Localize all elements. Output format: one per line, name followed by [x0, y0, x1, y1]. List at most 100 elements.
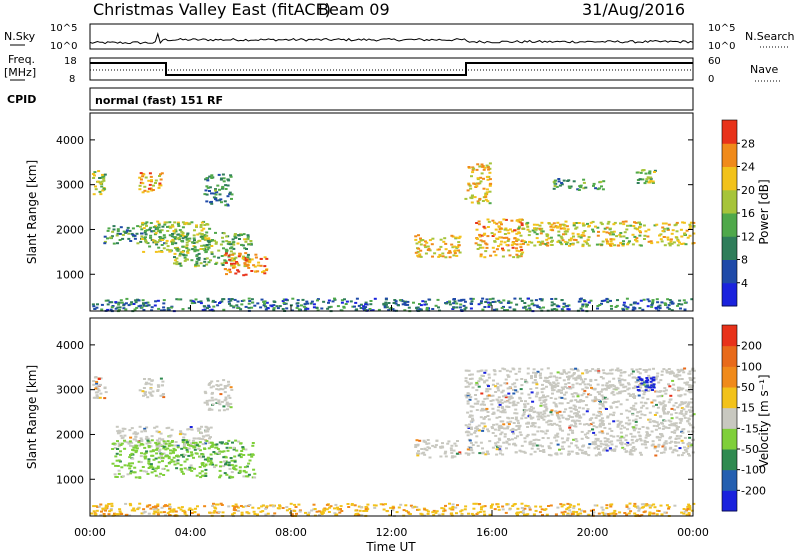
heatmap-cell	[227, 505, 231, 508]
heatmap-cell	[645, 426, 649, 429]
heatmap-cell	[493, 508, 497, 511]
heatmap-cell	[636, 389, 640, 391]
heatmap-cell	[195, 474, 199, 477]
heatmap-cell	[636, 385, 640, 388]
heatmap-cell	[214, 231, 217, 234]
heatmap-cell	[686, 505, 690, 508]
heatmap-cell	[491, 407, 495, 410]
heatmap-cell	[446, 442, 450, 445]
heatmap-cell	[554, 383, 558, 386]
heatmap-cell	[640, 443, 644, 446]
heatmap-cell	[619, 403, 623, 406]
heatmap-cell	[612, 393, 616, 396]
heatmap-cell	[218, 469, 222, 472]
heatmap-cell	[657, 305, 660, 308]
heatmap-cell	[608, 422, 611, 425]
heatmap-cell	[657, 443, 661, 446]
heatmap-cell	[216, 304, 220, 307]
heatmap-cell	[262, 504, 265, 507]
heatmap-cell	[667, 506, 671, 508]
heatmap-cell	[214, 242, 218, 245]
heatmap-cell	[515, 240, 519, 242]
heatmap-cell	[368, 308, 372, 310]
heatmap-cell	[535, 223, 539, 226]
heatmap-cell	[172, 456, 176, 459]
heatmap-cell	[136, 508, 140, 511]
velocity-colorbar-label: Velocity [m s⁻¹]	[757, 374, 771, 467]
heatmap-cell	[512, 388, 515, 391]
heatmap-cell	[594, 379, 598, 381]
heatmap-cell	[592, 431, 596, 434]
heatmap-cell	[426, 446, 430, 449]
heatmap-cell	[670, 440, 673, 443]
heatmap-cell	[644, 436, 648, 439]
heatmap-cell	[610, 372, 614, 375]
heatmap-cell	[135, 232, 139, 235]
heatmap-cell	[633, 512, 637, 515]
heatmap-cell	[139, 455, 143, 458]
heatmap-cell	[171, 510, 175, 513]
heatmap-cell	[179, 264, 183, 267]
heatmap-cell	[595, 243, 599, 246]
heatmap-cell	[468, 448, 472, 451]
heatmap-cell	[659, 504, 663, 507]
heatmap-cell	[195, 260, 199, 263]
heatmap-cell	[218, 450, 222, 453]
heatmap-cell	[660, 370, 664, 373]
heatmap-cell	[159, 394, 163, 397]
heatmap-cell	[475, 425, 479, 428]
heatmap-cell	[684, 401, 688, 404]
heatmap-cell	[533, 227, 536, 230]
heatmap-cell	[183, 467, 187, 470]
heatmap-cell	[469, 426, 473, 429]
heatmap-cell	[458, 451, 462, 454]
heatmap-cell	[500, 391, 504, 394]
heatmap-cell	[671, 451, 675, 454]
heatmap-cell	[448, 303, 452, 306]
heatmap-cell	[478, 233, 482, 236]
heatmap-cell	[688, 506, 692, 509]
heatmap-cell	[470, 414, 474, 417]
heatmap-cell	[197, 258, 201, 261]
heatmap-cell	[632, 429, 636, 432]
heatmap-cell	[293, 510, 297, 512]
heatmap-cell	[519, 243, 523, 246]
heatmap-cell	[216, 380, 220, 383]
heatmap-cell	[162, 306, 166, 309]
heatmap-cell	[350, 503, 354, 506]
heatmap-cell	[216, 184, 220, 187]
heatmap-cell	[175, 454, 179, 457]
heatmap-cell	[598, 451, 601, 454]
heatmap-cell	[481, 429, 485, 432]
heatmap-cell	[603, 448, 607, 451]
heatmap-cell	[208, 227, 212, 230]
heatmap-cell	[333, 512, 337, 515]
heatmap-cell	[226, 178, 230, 181]
heatmap-cell	[511, 367, 515, 370]
heatmap-cell	[152, 512, 156, 515]
heatmap-cell	[674, 402, 678, 404]
heatmap-cell	[491, 297, 495, 300]
heatmap-cell	[514, 404, 518, 407]
heatmap-cell	[559, 428, 562, 431]
heatmap-cell	[284, 302, 288, 305]
heatmap-cell	[531, 400, 535, 403]
heatmap-cell	[175, 260, 179, 263]
heatmap-cell	[363, 307, 367, 310]
heatmap-cell	[639, 244, 643, 247]
heatmap-cell	[178, 229, 182, 232]
heatmap-cell	[162, 247, 166, 250]
heatmap-cell	[451, 246, 455, 249]
heatmap-cell	[516, 419, 520, 422]
heatmap-cell	[614, 369, 618, 372]
heatmap-cell	[681, 369, 685, 372]
heatmap-cell	[636, 182, 640, 184]
heatmap-cell	[172, 240, 176, 243]
heatmap-cell	[193, 467, 196, 470]
heatmap-cell	[145, 381, 148, 384]
heatmap-cell	[168, 506, 172, 508]
heatmap-cell	[220, 400, 224, 403]
heatmap-cell	[579, 184, 583, 187]
heatmap-cell	[585, 410, 589, 413]
heatmap-cell	[520, 300, 524, 302]
